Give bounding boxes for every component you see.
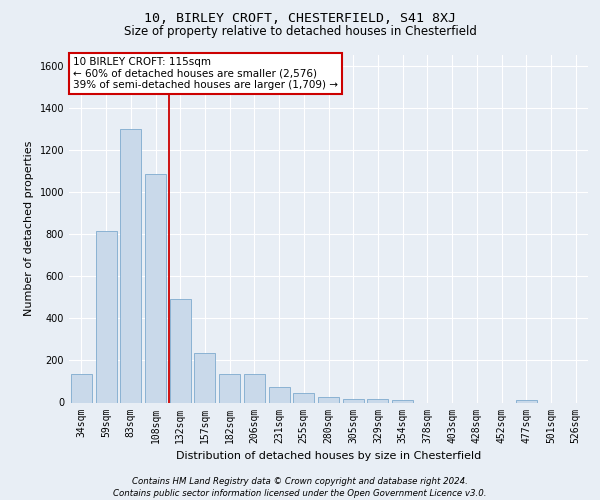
Bar	[392, 400, 413, 402]
Text: Size of property relative to detached houses in Chesterfield: Size of property relative to detached ho…	[124, 25, 476, 38]
Text: Contains public sector information licensed under the Open Government Licence v3: Contains public sector information licen…	[113, 488, 487, 498]
Bar	[170, 300, 191, 403]
Bar	[71, 374, 92, 402]
Bar	[318, 397, 339, 402]
Bar	[343, 400, 364, 402]
Text: 10, BIRLEY CROFT, CHESTERFIELD, S41 8XJ: 10, BIRLEY CROFT, CHESTERFIELD, S41 8XJ	[144, 12, 456, 26]
Bar	[516, 400, 537, 402]
Bar	[145, 174, 166, 402]
Bar	[293, 393, 314, 402]
Bar	[367, 400, 388, 402]
Text: 10 BIRLEY CROFT: 115sqm
← 60% of detached houses are smaller (2,576)
39% of semi: 10 BIRLEY CROFT: 115sqm ← 60% of detache…	[73, 56, 338, 90]
Bar	[244, 374, 265, 402]
Bar	[120, 128, 141, 402]
Text: Contains HM Land Registry data © Crown copyright and database right 2024.: Contains HM Land Registry data © Crown c…	[132, 477, 468, 486]
Bar	[219, 374, 240, 402]
Y-axis label: Number of detached properties: Number of detached properties	[24, 141, 34, 316]
Bar	[194, 353, 215, 403]
Bar	[95, 231, 116, 402]
Bar	[269, 386, 290, 402]
X-axis label: Distribution of detached houses by size in Chesterfield: Distribution of detached houses by size …	[176, 451, 481, 461]
